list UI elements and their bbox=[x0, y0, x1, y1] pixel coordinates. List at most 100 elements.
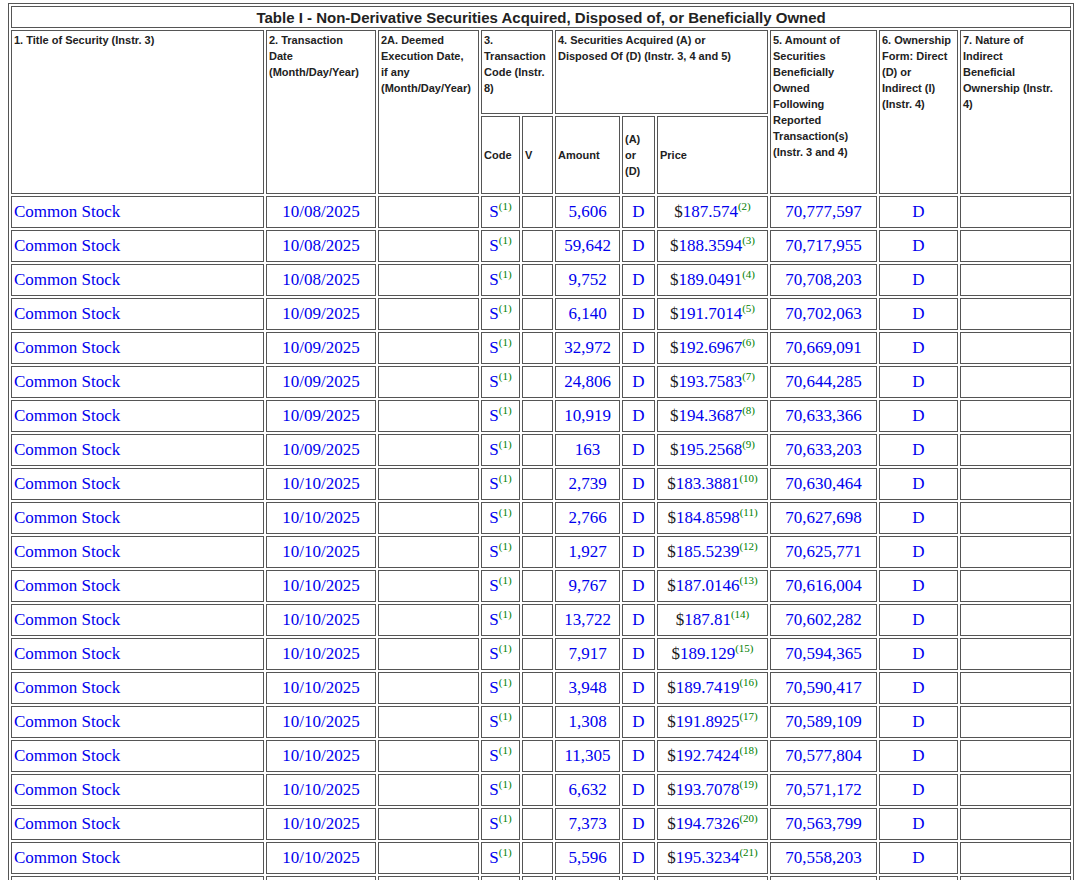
currency-symbol: $ bbox=[667, 678, 676, 697]
cell-transaction-date: 10/10/2025 bbox=[266, 672, 376, 704]
cell-transaction-code: S(1) bbox=[481, 502, 520, 534]
transaction-date-text: 10/09/2025 bbox=[282, 338, 359, 357]
security-title-text: Common Stock bbox=[14, 338, 120, 357]
table-row: Common Stock 10/10/2025 S(1) 9,767 D $18… bbox=[11, 570, 1071, 602]
cell-amount: 5,606 bbox=[555, 196, 620, 228]
shares-owned-text: 70,630,464 bbox=[785, 474, 862, 493]
footnote-ref: (7) bbox=[742, 370, 755, 382]
col-header-securities-acquired-disposed: 4. Securities Acquired (A) or Disposed O… bbox=[555, 30, 768, 114]
cell-ownership-form: D bbox=[879, 264, 958, 296]
cell-deemed-execution-date bbox=[378, 468, 479, 500]
ownership-form-text: D bbox=[912, 712, 924, 731]
amount-text: 5,606 bbox=[568, 202, 606, 221]
security-title-text: Common Stock bbox=[14, 610, 120, 629]
acquired-disposed-text: D bbox=[632, 678, 644, 697]
cell-price: $191.7014(5) bbox=[657, 298, 768, 330]
ownership-form-text: D bbox=[912, 236, 924, 255]
cell-shares-owned-following: 70,633,203 bbox=[770, 434, 877, 466]
cell-security-title bbox=[11, 876, 264, 880]
cell-deemed-execution-date bbox=[378, 774, 479, 806]
cell-amount: 11,305 bbox=[555, 740, 620, 772]
cell-transaction-date: 10/10/2025 bbox=[266, 706, 376, 738]
cell-nature-of-indirect-ownership bbox=[960, 298, 1071, 330]
cell-transaction-date: 10/10/2025 bbox=[266, 536, 376, 568]
cell-security-title: Common Stock bbox=[11, 842, 264, 874]
col-header-amount-owned-following: 5. Amount of Securities Beneficially Own… bbox=[770, 30, 877, 194]
footnote-ref: (13) bbox=[739, 574, 757, 586]
price-text: 183.3881 bbox=[676, 474, 740, 493]
cell-price: $183.3881(10) bbox=[657, 468, 768, 500]
cell-acquired-or-disposed: D bbox=[622, 842, 655, 874]
cell-amount: 1,927 bbox=[555, 536, 620, 568]
cell-ownership-form: D bbox=[879, 502, 958, 534]
transaction-date-text: 10/10/2025 bbox=[282, 644, 359, 663]
acquired-disposed-text: D bbox=[632, 474, 644, 493]
cell-transaction-code: S(1) bbox=[481, 638, 520, 670]
transaction-date-text: 10/10/2025 bbox=[282, 746, 359, 765]
ownership-form-text: D bbox=[912, 610, 924, 629]
footnote-ref: (1) bbox=[499, 846, 512, 858]
cell-price: $192.7424(18) bbox=[657, 740, 768, 772]
footnote-ref: (1) bbox=[499, 642, 512, 654]
footnote-ref: (20) bbox=[739, 812, 757, 824]
amount-text: 6,632 bbox=[568, 780, 606, 799]
cell-security-title: Common Stock bbox=[11, 706, 264, 738]
footnote-ref: (18) bbox=[739, 744, 757, 756]
cell-shares-owned-following: 70,590,417 bbox=[770, 672, 877, 704]
acquired-disposed-text: D bbox=[632, 202, 644, 221]
cell-amount: 24,806 bbox=[555, 366, 620, 398]
cell-shares-owned-following: 70,669,091 bbox=[770, 332, 877, 364]
cell-voluntary-v bbox=[522, 706, 553, 738]
transaction-code-text: S bbox=[489, 746, 498, 765]
currency-symbol: $ bbox=[667, 474, 676, 493]
acquired-disposed-text: D bbox=[632, 338, 644, 357]
cell-shares-owned-following bbox=[770, 876, 877, 880]
shares-owned-text: 70,602,282 bbox=[785, 610, 862, 629]
footnote-ref: (1) bbox=[499, 676, 512, 688]
security-title-text: Common Stock bbox=[14, 712, 120, 731]
footnote-ref: (5) bbox=[742, 302, 755, 314]
ownership-form-text: D bbox=[912, 848, 924, 867]
price-text: 193.7078 bbox=[676, 780, 740, 799]
cell-ownership-form: D bbox=[879, 604, 958, 636]
cell-ownership-form: D bbox=[879, 196, 958, 228]
cell-acquired-or-disposed: D bbox=[622, 230, 655, 262]
footnote-ref: (1) bbox=[499, 472, 512, 484]
cell-security-title: Common Stock bbox=[11, 536, 264, 568]
price-text: 189.129 bbox=[680, 644, 735, 663]
currency-symbol: $ bbox=[667, 746, 676, 765]
amount-text: 3,948 bbox=[568, 678, 606, 697]
footnote-ref: (17) bbox=[739, 710, 757, 722]
security-title-text: Common Stock bbox=[14, 746, 120, 765]
acquired-disposed-text: D bbox=[632, 372, 644, 391]
ownership-form-text: D bbox=[912, 576, 924, 595]
cell-deemed-execution-date bbox=[378, 230, 479, 262]
transaction-code-text: S bbox=[489, 406, 498, 425]
cell-transaction-date: 10/10/2025 bbox=[266, 468, 376, 500]
cell-price: $187.0146(13) bbox=[657, 570, 768, 602]
cell-nature-of-indirect-ownership bbox=[960, 264, 1071, 296]
footnote-ref: (1) bbox=[499, 234, 512, 246]
cell-deemed-execution-date bbox=[378, 570, 479, 602]
cell-amount bbox=[555, 876, 620, 880]
amount-text: 6,140 bbox=[568, 304, 606, 323]
cell-ownership-form: D bbox=[879, 808, 958, 840]
price-text: 192.6967 bbox=[678, 338, 742, 357]
cell-security-title: Common Stock bbox=[11, 230, 264, 262]
transaction-date-text: 10/09/2025 bbox=[282, 406, 359, 425]
form4-page: Table I - Non-Derivative Securities Acqu… bbox=[0, 0, 1080, 880]
cell-nature-of-indirect-ownership bbox=[960, 332, 1071, 364]
transaction-code-text: S bbox=[489, 712, 498, 731]
shares-owned-text: 70,563,799 bbox=[785, 814, 862, 833]
cell-voluntary-v bbox=[522, 332, 553, 364]
header-row-main: 1. Title of Security (Instr. 3) 2. Trans… bbox=[11, 30, 1071, 114]
transaction-code-text: S bbox=[489, 338, 498, 357]
table-row: Common Stock 10/10/2025 S(1) 2,766 D $18… bbox=[11, 502, 1071, 534]
cell-acquired-or-disposed: D bbox=[622, 604, 655, 636]
table-row: Common Stock 10/09/2025 S(1) 32,972 D $1… bbox=[11, 332, 1071, 364]
cell-nature-of-indirect-ownership bbox=[960, 230, 1071, 262]
cell-nature-of-indirect-ownership bbox=[960, 400, 1071, 432]
subcol-header-a-or-d: (A) or (D) bbox=[622, 116, 655, 194]
footnote-ref: (1) bbox=[499, 268, 512, 280]
cell-transaction-code: S(1) bbox=[481, 264, 520, 296]
